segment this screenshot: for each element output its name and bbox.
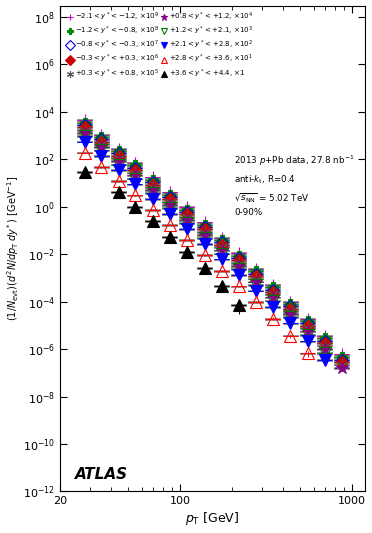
- Text: 2013 $p$+Pb data, 27.8 nb$^{-1}$
anti-$k_{\mathrm{t}}$, R=0.4
$\sqrt{s_{\mathrm{: 2013 $p$+Pb data, 27.8 nb$^{-1}$ anti-$k…: [234, 154, 355, 216]
- Y-axis label: $(1/N_{\mathrm{evt}})(d^2N/dp_{\mathrm{T}}\,dy^*)$ [GeV$^{-1}$]: $(1/N_{\mathrm{evt}})(d^2N/dp_{\mathrm{T…: [6, 176, 21, 321]
- Legend: $-2.1 < y^* < -1.2$, $\times10^9$, $-1.2 < y^* < -0.8$, $\times10^8$, $-0.8 < y^: $-2.1 < y^* < -1.2$, $\times10^9$, $-1.2…: [66, 9, 255, 81]
- Text: ATLAS: ATLAS: [75, 467, 128, 482]
- X-axis label: $p_{\mathrm{T}}$ [GeV]: $p_{\mathrm{T}}$ [GeV]: [185, 511, 240, 528]
